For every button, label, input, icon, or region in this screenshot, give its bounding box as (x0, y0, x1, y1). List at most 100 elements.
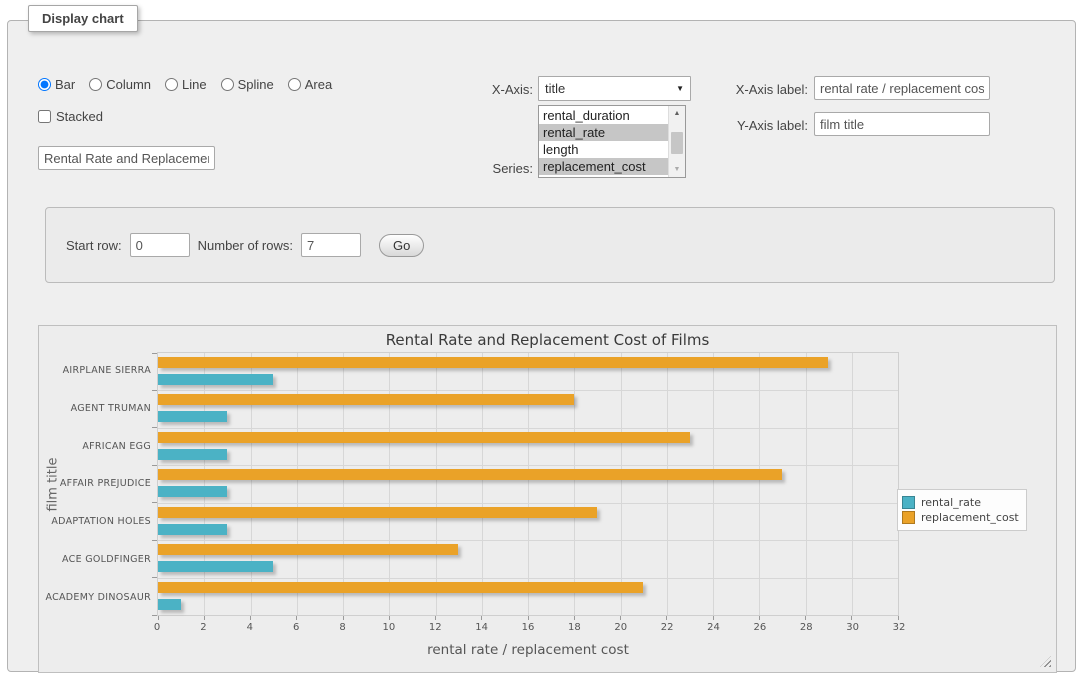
x-tick-mark (713, 616, 714, 620)
chart-type-radio-line[interactable] (165, 78, 178, 91)
chart-type-radio-bar[interactable] (38, 78, 51, 91)
grid-line (574, 353, 575, 615)
grid-line (158, 390, 898, 391)
series-option-rental_rate[interactable]: rental_rate (539, 124, 668, 141)
y-tick-mark (152, 427, 157, 428)
y-tick-mark (152, 615, 157, 616)
rows-form-panel: Start row: Number of rows: Go (45, 207, 1055, 283)
x-tick-mark (759, 616, 760, 620)
y-tick-mark (152, 465, 157, 466)
chart-type-radio-area[interactable] (288, 78, 301, 91)
grid-line (251, 353, 252, 615)
x-tick-mark (204, 616, 205, 620)
bar-replacement_cost (158, 432, 690, 443)
category-label: ACADEMY DINOSAUR (45, 578, 151, 616)
y-axis-label-input[interactable] (814, 112, 990, 136)
stacked-checkbox-row[interactable]: Stacked (38, 109, 103, 124)
y-axis-category-labels: AIRPLANE SIERRAAGENT TRUMANAFRICAN EGGAF… (45, 352, 151, 616)
x-axis-selected-value: title (545, 81, 676, 96)
x-tick-label: 26 (754, 622, 767, 633)
chart-title: Rental Rate and Replacement Cost of Film… (39, 331, 1056, 349)
x-axis-select[interactable]: title ▼ (538, 76, 691, 101)
x-tick-mark (158, 616, 159, 620)
bar-rental_rate (158, 486, 227, 497)
series-option-length[interactable]: length (539, 141, 668, 158)
legend-swatch (902, 511, 915, 524)
scrollbar-thumb[interactable] (671, 132, 683, 154)
go-button[interactable]: Go (379, 234, 424, 257)
x-tick-label: 32 (893, 622, 906, 633)
chart-type-label: Area (305, 77, 332, 92)
x-tick-mark (389, 616, 390, 620)
grid-line (158, 578, 898, 579)
stacked-checkbox[interactable] (38, 110, 51, 123)
bar-rental_rate (158, 449, 227, 460)
chart-type-label: Line (182, 77, 207, 92)
x-tick-label: 24 (707, 622, 720, 633)
grid-line (297, 353, 298, 615)
x-tick-label: 22 (661, 622, 674, 633)
grid-line (436, 353, 437, 615)
bar-rental_rate (158, 561, 273, 572)
y-tick-mark (152, 577, 157, 578)
x-tick-mark (574, 616, 575, 620)
grid-line (806, 353, 807, 615)
category-label: AGENT TRUMAN (45, 390, 151, 428)
chart-type-line[interactable]: Line (165, 77, 207, 92)
chart-type-label: Spline (238, 77, 274, 92)
number-of-rows-input[interactable] (301, 233, 361, 257)
y-tick-mark (152, 390, 157, 391)
bar-rental_rate (158, 411, 227, 422)
bar-replacement_cost (158, 469, 782, 480)
start-row-input[interactable] (130, 233, 190, 257)
chart-title-input[interactable] (38, 146, 215, 170)
x-tick-label: 16 (522, 622, 535, 633)
x-tick-mark (851, 616, 852, 620)
y-tick-mark (152, 353, 157, 354)
x-tick-label: 6 (293, 622, 299, 633)
grid-line (482, 353, 483, 615)
series-option-rental_duration[interactable]: rental_duration (539, 107, 668, 124)
bar-replacement_cost (158, 582, 643, 593)
x-tick-mark (250, 616, 251, 620)
series-options: rental_durationrental_ratelengthreplacem… (539, 106, 668, 177)
chart-type-radio-column[interactable] (89, 78, 102, 91)
grid-line (713, 353, 714, 615)
grid-line (204, 353, 205, 615)
grid-line (528, 353, 529, 615)
bar-rental_rate (158, 524, 227, 535)
scroll-up-icon[interactable]: ▲ (669, 106, 685, 121)
series-multiselect[interactable]: rental_durationrental_ratelengthreplacem… (538, 105, 686, 178)
x-tick-mark (620, 616, 621, 620)
grid-line (158, 465, 898, 466)
scrollbar[interactable]: ▲ ▼ (668, 106, 685, 177)
grid-line (158, 428, 898, 429)
x-axis-label-label: X-Axis label: (698, 82, 808, 97)
chart-type-column[interactable]: Column (89, 77, 151, 92)
x-tick-mark (898, 616, 899, 620)
chart-type-bar[interactable]: Bar (38, 77, 75, 92)
chart-type-label: Bar (55, 77, 75, 92)
chart-type-radio-group: Bar Column Line Spline Area (38, 77, 332, 92)
legend-label: rental_rate (921, 496, 981, 509)
start-row-label: Start row: (66, 238, 122, 253)
scroll-down-icon[interactable]: ▼ (669, 162, 685, 177)
bar-rental_rate (158, 374, 273, 385)
chart-type-label: Column (106, 77, 151, 92)
x-tick-label: 8 (339, 622, 345, 633)
chart-type-area[interactable]: Area (288, 77, 332, 92)
chart-type-radio-spline[interactable] (221, 78, 234, 91)
grid-line (667, 353, 668, 615)
x-tick-label: 10 (383, 622, 396, 633)
chart-type-spline[interactable]: Spline (221, 77, 274, 92)
x-tick-label: 2 (200, 622, 206, 633)
bar-replacement_cost (158, 507, 597, 518)
x-tick-mark (666, 616, 667, 620)
series-option-replacement_cost[interactable]: replacement_cost (539, 158, 668, 175)
bar-rental_rate (158, 599, 181, 610)
chevron-down-icon: ▼ (676, 84, 684, 93)
resize-grip-icon[interactable] (1040, 656, 1051, 667)
bar-replacement_cost (158, 544, 458, 555)
x-axis-select-label: X-Axis: (438, 82, 533, 97)
x-axis-label-input[interactable] (814, 76, 990, 100)
